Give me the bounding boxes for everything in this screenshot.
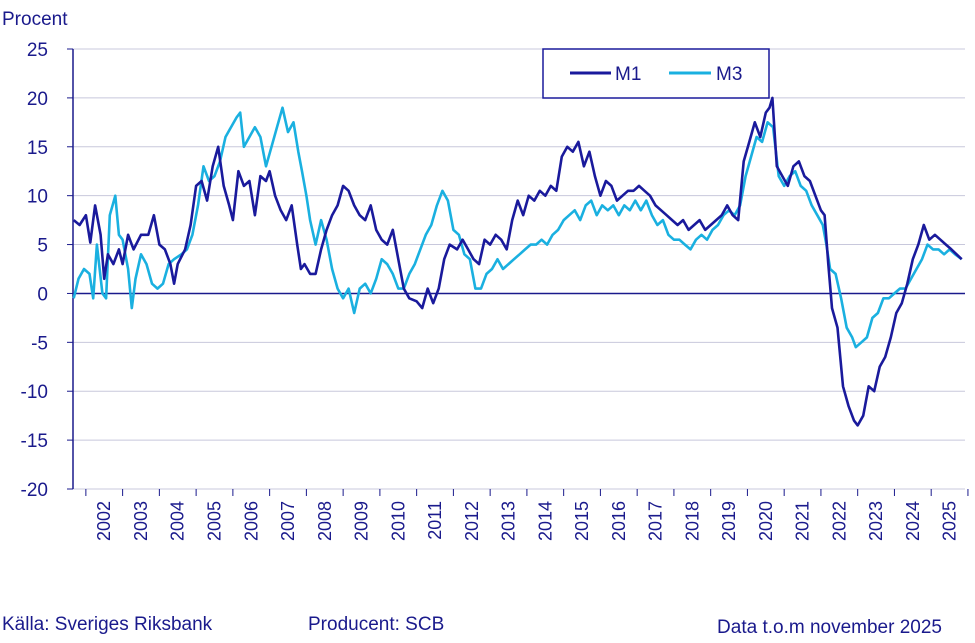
y-axis-unit-label: Procent — [2, 9, 68, 30]
y-tick-label: 10 — [27, 187, 48, 208]
x-tick-label: 2008 — [315, 501, 335, 541]
y-tick-label: -5 — [31, 333, 48, 354]
series-line-m3 — [72, 106, 963, 349]
x-tick-label: 2014 — [535, 501, 555, 541]
x-tick-label: 2025 — [940, 501, 960, 541]
x-tick-label: 2016 — [609, 501, 629, 541]
x-tick-label: 2012 — [462, 501, 482, 541]
x-tick-label: 2024 — [903, 501, 923, 541]
x-tick-label: 2010 — [388, 501, 408, 541]
y-tick-label: 20 — [27, 89, 48, 110]
legend: M1 M3 — [542, 48, 770, 99]
x-tick-label: 2006 — [241, 501, 261, 541]
x-tick-label: 2004 — [168, 501, 188, 541]
x-tick-label: 2020 — [756, 501, 776, 541]
x-tick-label: 2022 — [829, 501, 849, 541]
y-tick-label: 25 — [27, 40, 48, 61]
y-tick-label: 15 — [27, 138, 48, 159]
series-lines — [72, 96, 963, 427]
y-axis-ticks: -20 -15 -10 -5 0 5 10 15 20 25 — [21, 40, 73, 501]
footer-source: Källa: Sveriges Riksbank — [2, 614, 213, 635]
x-tick-label: 2005 — [204, 501, 224, 541]
x-axis-ticks: 2002 2003 2004 2005 2006 2007 2008 2009 2010 2011… — [85, 489, 969, 541]
x-tick-label: 2023 — [866, 501, 886, 541]
y-tick-label: -15 — [21, 431, 48, 452]
y-tick-label: 0 — [37, 284, 48, 305]
x-tick-label: 2017 — [646, 501, 666, 541]
x-tick-label: 2009 — [352, 501, 372, 541]
x-tick-label: 2019 — [719, 501, 739, 541]
footer-producer: Producent: SCB — [308, 614, 444, 635]
y-tick-label: -20 — [21, 480, 48, 501]
x-tick-label: 2018 — [682, 501, 702, 541]
series-line-m1 — [72, 96, 963, 427]
x-tick-label: 2003 — [131, 501, 151, 541]
x-tick-label: 2011 — [425, 501, 445, 540]
x-tick-label: 2002 — [94, 501, 114, 541]
legend-label-m3: M3 — [716, 64, 742, 85]
y-tick-label: 5 — [37, 236, 48, 257]
x-tick-label: 2021 — [793, 501, 813, 541]
x-tick-label: 2013 — [499, 501, 519, 541]
y-tick-label: -10 — [21, 382, 48, 403]
x-tick-label: 2007 — [278, 501, 298, 541]
gridlines — [72, 48, 965, 490]
legend-label-m1: M1 — [615, 64, 641, 85]
footer-data-until: Data t.o.m november 2025 — [717, 617, 942, 638]
x-tick-label: 2015 — [572, 501, 592, 541]
